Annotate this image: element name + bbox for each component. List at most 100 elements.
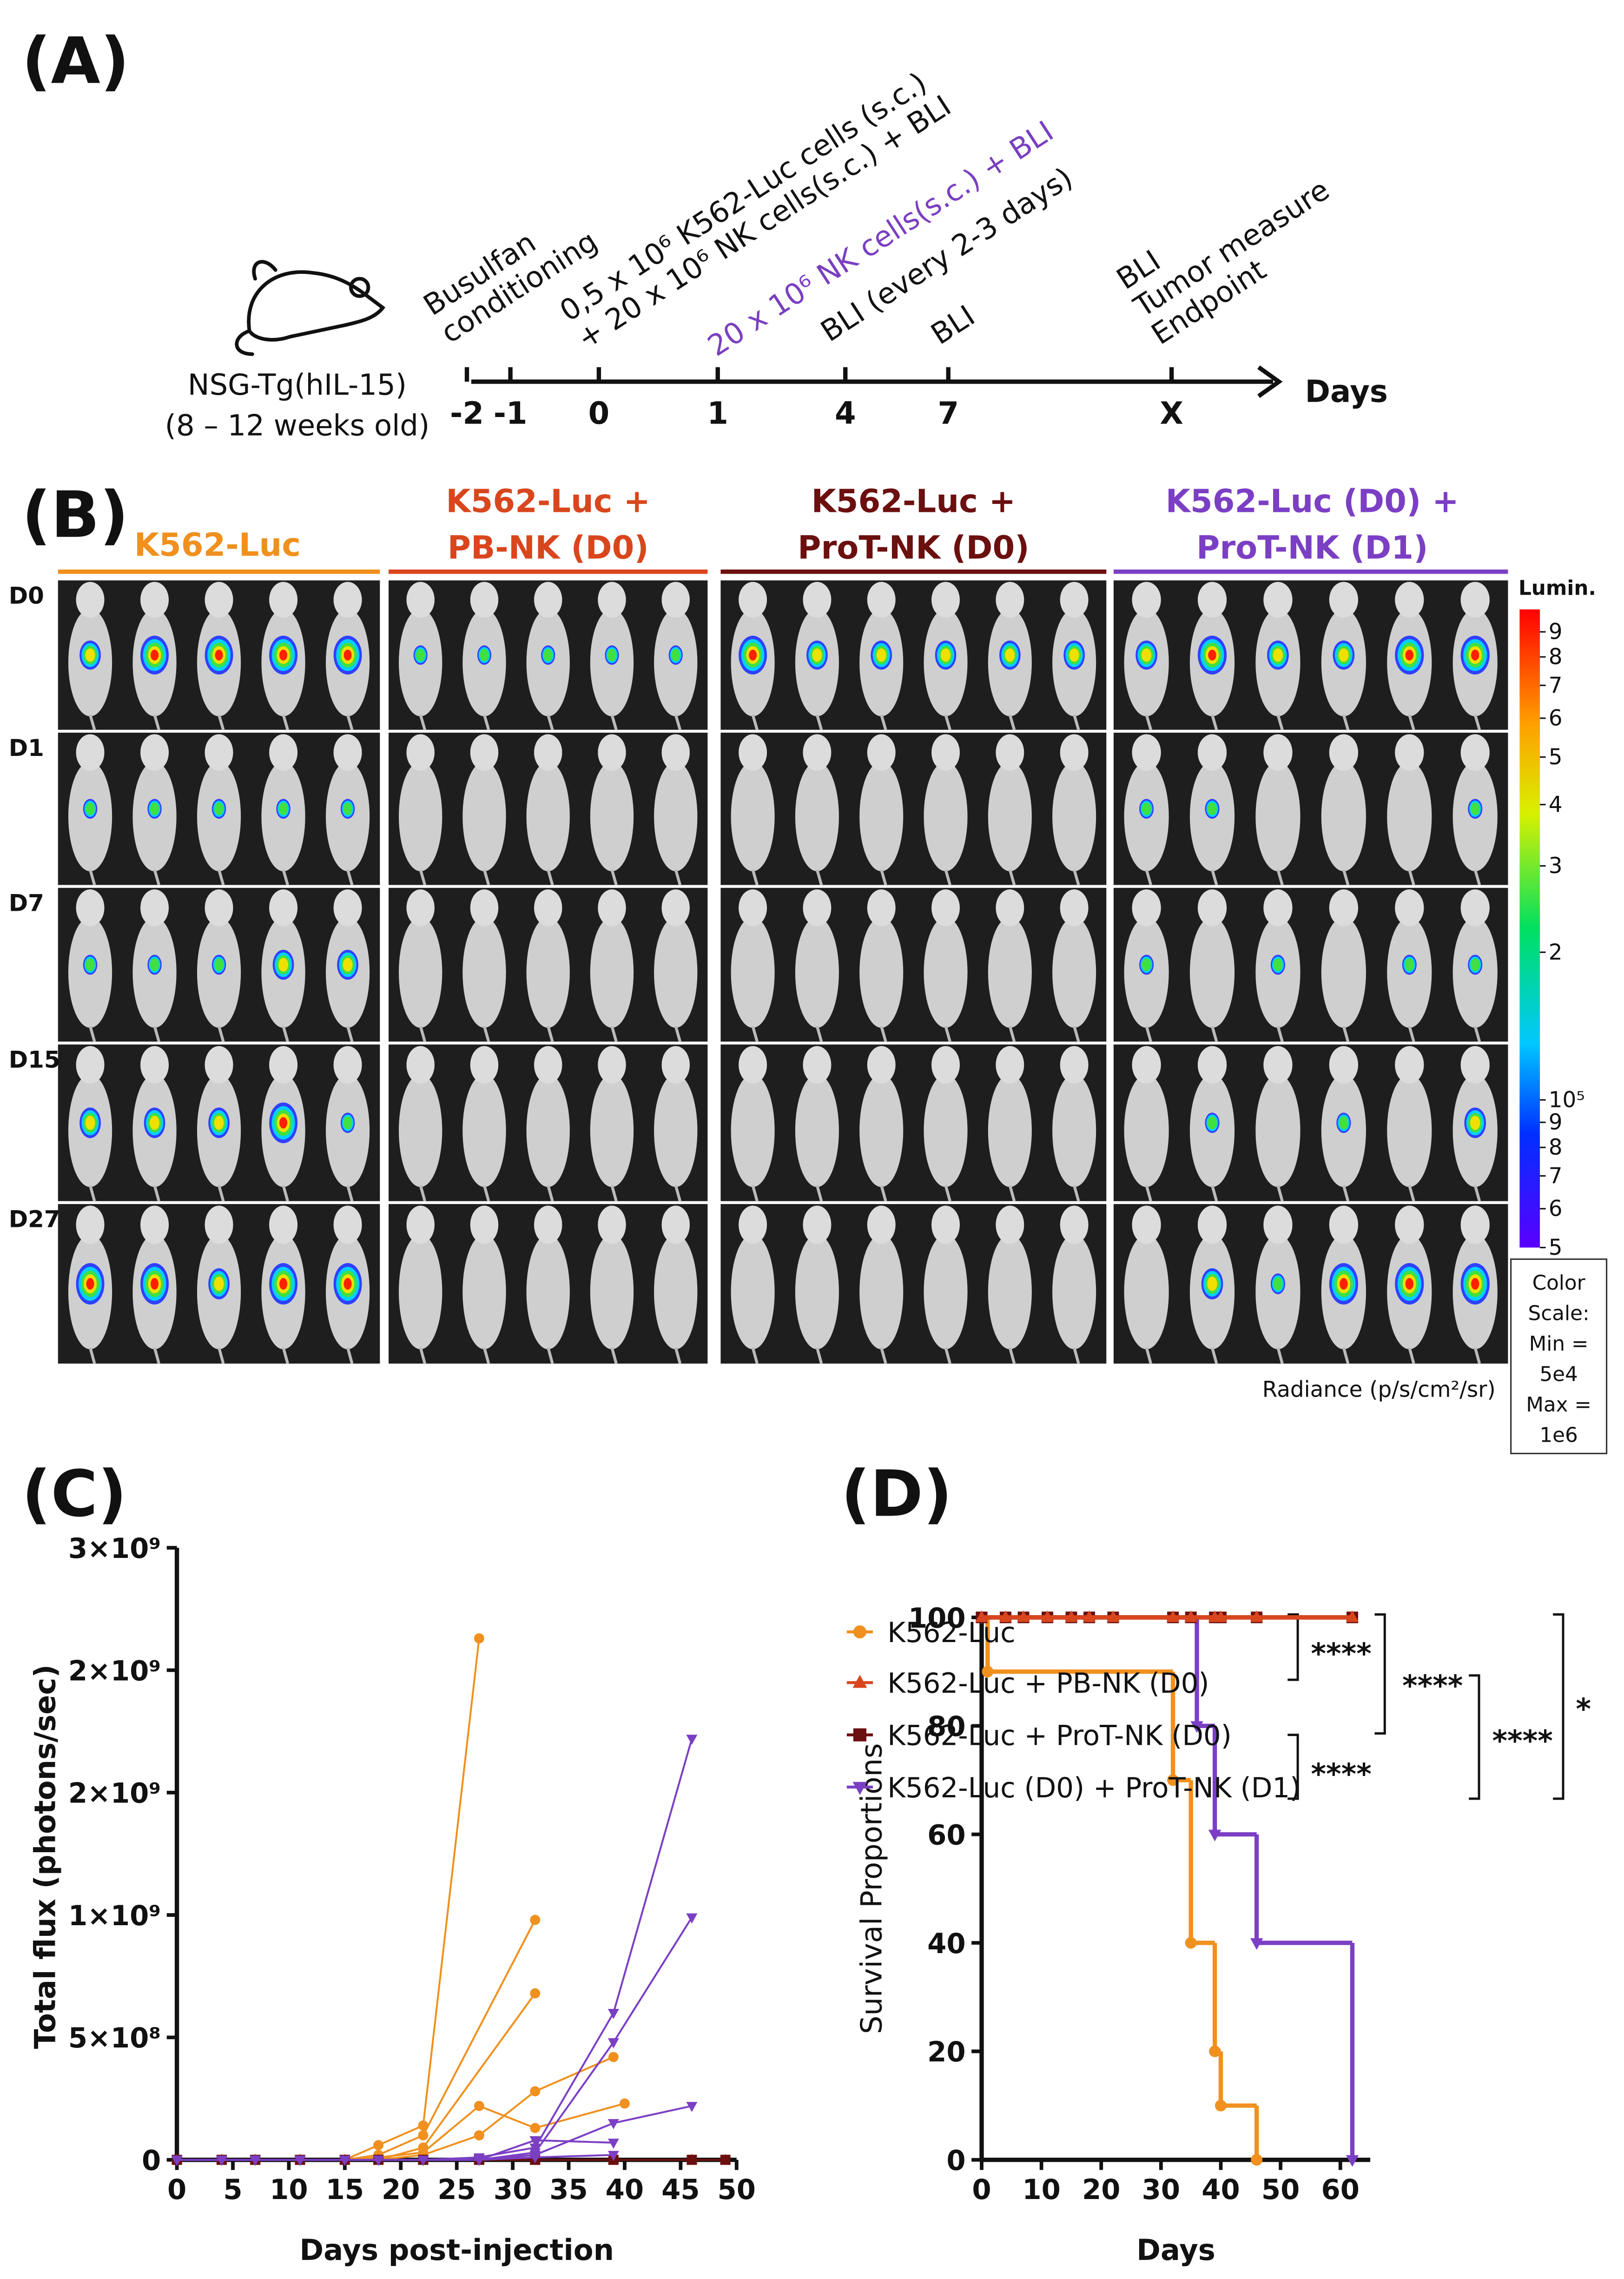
marker: [1017, 1610, 1030, 1622]
mouse-tail: [218, 714, 225, 730]
x-tick-label: 45: [661, 2173, 700, 2206]
mouse-tail: [1211, 1347, 1218, 1364]
marker: [687, 2154, 697, 2165]
mouse-body: [795, 917, 839, 1028]
colorbar-tick-label: 8: [1549, 645, 1563, 670]
mouse-head: [803, 734, 832, 771]
group-header: K562-Luc +: [812, 483, 1016, 520]
mouse-body: [1321, 917, 1366, 1028]
mouse-head: [1060, 1206, 1089, 1244]
signal-blob: [1069, 648, 1079, 662]
mouse-tail: [751, 1185, 759, 1202]
image-panel: [720, 732, 1107, 885]
marker: [294, 2155, 306, 2166]
mouse-tail: [218, 1347, 225, 1364]
marker: [529, 2153, 541, 2164]
marker: [686, 2102, 698, 2112]
mouse-head: [931, 1046, 960, 1084]
mouse-tail: [1408, 1026, 1415, 1042]
row-label: D0: [9, 582, 44, 609]
colorbar-tick-label: 7: [1549, 1164, 1563, 1189]
mouse-body: [1255, 762, 1301, 872]
timeline-event: BLI: [925, 298, 981, 351]
marker: [530, 1988, 541, 1999]
marker: [216, 2155, 227, 2166]
marker: [1215, 2100, 1227, 2112]
timeline-arrow: [1257, 365, 1283, 398]
marker: [1251, 2154, 1263, 2166]
mouse-tail: [547, 1185, 554, 1202]
signal-blob: [1471, 1278, 1479, 1290]
mouse-head: [867, 1206, 896, 1244]
legend-label: K562-Luc + PB-NK (D0): [887, 1667, 1209, 1699]
mouse-head: [1395, 1046, 1424, 1084]
y-tick-label: 0: [946, 2145, 965, 2177]
mouse-tail: [419, 1347, 427, 1364]
mouse-tail: [419, 869, 427, 886]
panel-label: (B): [22, 478, 129, 552]
panel-label: (A): [22, 24, 130, 98]
group-header: K562-Luc: [134, 526, 301, 563]
mouse-head: [1263, 889, 1293, 927]
mouse-head: [140, 889, 169, 927]
signal-blob: [1273, 648, 1283, 662]
signal-blob: [214, 1277, 224, 1291]
mouse-body: [859, 1074, 904, 1187]
signal-blob: [343, 649, 352, 661]
mouse-tail: [815, 1185, 823, 1202]
mouse-head: [406, 889, 435, 927]
mouse-tail: [944, 1026, 951, 1042]
signal-blob: [150, 1116, 160, 1130]
mouse-tail: [751, 1026, 759, 1042]
mouse-tail: [1408, 714, 1415, 730]
mouse-head: [996, 1046, 1024, 1084]
mouse-head: [76, 1046, 105, 1084]
mouse-body: [1052, 1074, 1096, 1187]
mouse-head: [1460, 1206, 1490, 1244]
signal-blob: [1470, 802, 1480, 815]
legend-label: K562-Luc (D0) + ProT-NK (D1): [887, 1772, 1301, 1804]
y-tick-label: 20: [927, 2036, 965, 2068]
mouse-tail: [1342, 714, 1350, 730]
signal-blob: [1208, 649, 1216, 661]
mouse-body: [462, 917, 506, 1028]
marker: [1190, 1721, 1203, 1733]
mouse-head: [76, 582, 105, 618]
mouse-tail: [218, 1026, 225, 1042]
marker: [1209, 2045, 1221, 2057]
mouse-head: [598, 1046, 626, 1084]
mouse-body: [526, 762, 570, 872]
signal-blob: [543, 649, 553, 662]
mouse-body: [590, 762, 634, 872]
mouse-head: [205, 734, 233, 771]
mouse-tail: [815, 1347, 823, 1364]
mouse-tail: [1073, 714, 1080, 730]
legend-label: K562-Luc: [887, 1616, 1016, 1649]
mouse-tail: [815, 1026, 823, 1042]
mouse-head: [406, 582, 435, 618]
image-panel: [1113, 580, 1508, 730]
significance: ****: [1492, 1724, 1552, 1758]
signal-blob: [215, 649, 223, 661]
image-panel: [1113, 1044, 1508, 1201]
mouse-tail: [1342, 1026, 1350, 1042]
marker: [171, 2155, 183, 2166]
mouse-tail: [346, 869, 354, 886]
marker: [975, 1610, 988, 1622]
y-tick-label: 40: [927, 1928, 965, 1960]
mouse-head: [598, 889, 626, 927]
mouse-head: [996, 734, 1024, 771]
mouse-head: [1460, 889, 1490, 927]
signal-blob: [749, 649, 757, 661]
mouse-tail: [1276, 1347, 1284, 1364]
mouse-body: [462, 1074, 506, 1187]
mouse-body: [859, 1234, 904, 1350]
mouse-tail: [346, 714, 354, 730]
signal-blob: [1405, 649, 1414, 661]
mouse-head: [661, 734, 690, 771]
marker: [373, 2140, 384, 2150]
mouse-tail: [1408, 869, 1415, 886]
mouse-head: [661, 1206, 690, 1244]
marker: [1346, 1610, 1359, 1622]
